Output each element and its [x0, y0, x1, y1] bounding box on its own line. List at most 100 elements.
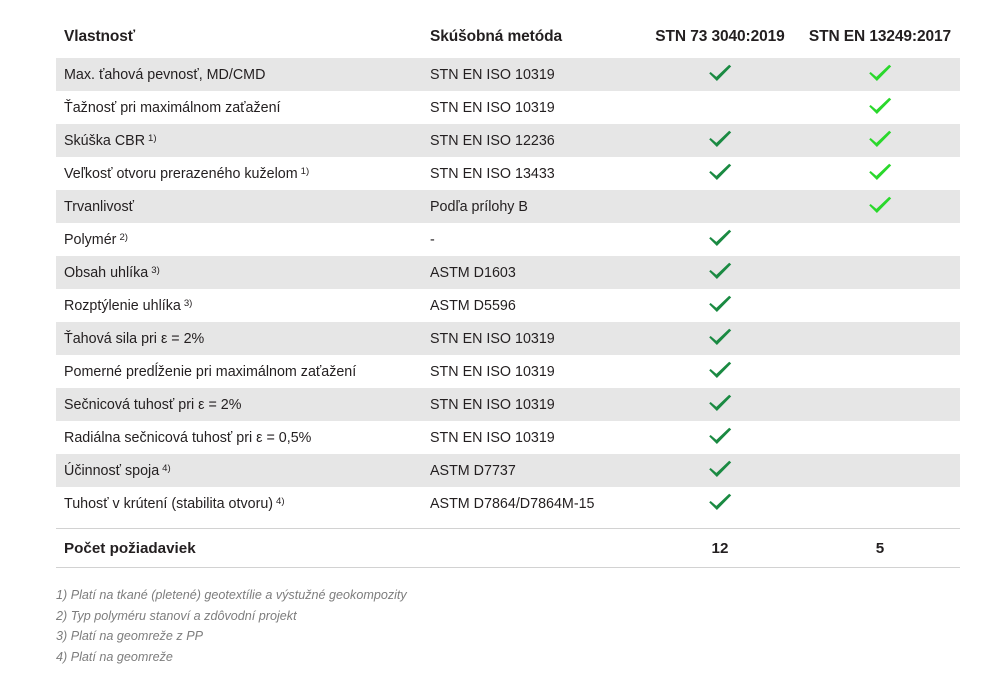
check-icon	[867, 162, 893, 182]
check-icon	[707, 129, 733, 149]
cell-test-method: STN EN ISO 10319	[430, 99, 555, 116]
cell-stn-73-3040	[640, 322, 800, 355]
table-header: Vlastnosť Skúšobná metóda STN 73 3040:20…	[56, 28, 960, 58]
cell-stn-73-3040	[640, 256, 800, 289]
cell-stn-en-13249	[800, 487, 960, 520]
table-row: Skúška CBR 1) STN EN ISO 12236	[56, 124, 960, 157]
cell-stn-en-13249	[800, 421, 960, 454]
cell-stn-73-3040	[640, 388, 800, 421]
cell-test-method: -	[430, 231, 435, 248]
footnotes-block: 1) Platí na tkané (pletené) geotextílie …	[56, 585, 756, 667]
cell-test-method: ASTM D7737	[426, 454, 640, 487]
summary-top-rule	[56, 528, 960, 529]
cell-stn-en-13249	[800, 157, 960, 190]
table-row: Obsah uhlíka 3) ASTM D1603	[56, 256, 960, 289]
cell-stn-73-3040	[640, 124, 800, 157]
cell-test-method: STN EN ISO 13433	[430, 165, 555, 182]
cell-test-method: STN EN ISO 10319	[426, 322, 640, 355]
cell-stn-en-13249	[800, 322, 960, 355]
cell-test-method: ASTM D7864/D7864M-15	[430, 495, 595, 512]
cell-stn-en-13249	[800, 124, 960, 157]
cell-test-method: ASTM D5596	[430, 297, 516, 314]
footnote-line: 3) Platí na geomreže z PP	[56, 629, 203, 643]
requirements-table: Vlastnosť Skúšobná metóda STN 73 3040:20…	[56, 28, 960, 520]
cell-property: Max. ťahová pevnosť, MD/CMD	[56, 58, 426, 91]
cell-property: Veľkosť otvoru prerazeného kuželom 1)	[64, 165, 310, 182]
cell-property: Tuhosť v krútení (stabilita otvoru) 4)	[64, 495, 285, 512]
cell-stn-73-3040	[640, 487, 800, 520]
cell-test-method: STN EN ISO 10319	[430, 363, 555, 380]
footnote-marker: 1)	[148, 132, 157, 144]
cell-property: Radiálna sečnicová tuhosť pri ε = 0,5%	[64, 429, 312, 446]
footnote-marker: 4)	[276, 495, 285, 507]
check-icon	[867, 63, 893, 83]
cell-stn-73-3040	[640, 58, 800, 91]
cell-property: Polymér 2)	[64, 231, 128, 248]
footnote-marker: 1)	[300, 165, 310, 177]
check-icon	[867, 96, 893, 116]
cell-stn-en-13249	[800, 454, 960, 487]
summary-bottom-rule	[56, 567, 960, 568]
column-header-stn-73-3040: STN 73 3040:2019	[655, 28, 785, 45]
cell-property: Ťahová sila pri ε = 2%	[56, 322, 426, 355]
footnote-marker: 4)	[162, 462, 171, 474]
table-row: Veľkosť otvoru prerazeného kuželom 1) STN …	[56, 157, 960, 190]
check-icon	[707, 228, 733, 248]
cell-stn-73-3040	[640, 289, 800, 322]
table-row: Účinnosť spoja 4) ASTM D7737	[56, 454, 960, 487]
footnote-line: 1) Platí na tkané (pletené) geotextílie …	[56, 588, 407, 602]
cell-stn-en-13249	[800, 355, 960, 388]
cell-stn-73-3040	[640, 454, 800, 487]
cell-stn-73-3040	[640, 223, 800, 256]
footnote-marker: 3)	[183, 297, 193, 309]
cell-stn-en-13249	[800, 58, 960, 91]
cell-property: Obsah uhlíka 3)	[56, 256, 426, 289]
check-icon	[707, 261, 733, 281]
cell-property: Ťažnosť pri maximálnom zaťažení	[64, 99, 281, 116]
cell-stn-73-3040	[640, 157, 800, 190]
footnote-line: 4) Platí na geomreže	[56, 649, 173, 664]
table-row: Pomerné predĺženie pri maximálnom zaťaže…	[56, 355, 960, 388]
cell-stn-en-13249	[800, 91, 960, 124]
cell-test-method: STN EN ISO 10319	[430, 429, 555, 446]
table-row: Tuhosť v krútení (stabilita otvoru) 4) AST…	[56, 487, 960, 520]
table-row: Sečnicová tuhosť pri ε = 2% STN EN ISO 10…	[56, 388, 960, 421]
summary-label: Počet požiadaviek	[64, 539, 196, 557]
check-icon	[707, 63, 733, 83]
table-row: Trvanlivosť Podľa prílohy B	[56, 190, 960, 223]
summary-section: Počet požiadaviek 12 5	[56, 528, 960, 568]
cell-stn-en-13249	[800, 223, 960, 256]
check-icon	[867, 195, 893, 215]
check-icon	[707, 360, 733, 380]
table-row: Polymér 2) -	[56, 223, 960, 256]
cell-stn-73-3040	[640, 421, 800, 454]
check-icon	[707, 426, 733, 446]
table-body: Max. ťahová pevnosť, MD/CMD STN EN ISO 10…	[56, 58, 960, 520]
column-header-method: Skúšobná metóda	[430, 28, 562, 45]
summary-count-stn-73-3040: 12	[711, 539, 729, 557]
cell-test-method: STN EN ISO 10319	[426, 58, 640, 91]
cell-stn-en-13249	[800, 190, 960, 223]
cell-property: Rozptýlenie uhlíka 3)	[64, 297, 193, 314]
cell-stn-en-13249	[800, 388, 960, 421]
check-icon	[707, 492, 733, 512]
table-row: Ťažnosť pri maximálnom zaťažení STN EN IS…	[56, 91, 960, 124]
cell-stn-73-3040	[640, 355, 800, 388]
table-row: Ťahová sila pri ε = 2% STN EN ISO 10319	[56, 322, 960, 355]
summary-spacer	[426, 529, 640, 567]
check-icon	[707, 162, 733, 182]
cell-stn-73-3040	[640, 91, 800, 124]
summary-table: Počet požiadaviek 12 5	[56, 529, 960, 567]
table-row: Radiálna sečnicová tuhosť pri ε = 0,5% ST…	[56, 421, 960, 454]
check-icon	[867, 129, 893, 149]
table-row: Rozptýlenie uhlíka 3) ASTM D5596	[56, 289, 960, 322]
check-icon	[707, 459, 733, 479]
cell-property: Účinnosť spoja 4)	[56, 454, 426, 487]
cell-test-method: STN EN ISO 12236	[426, 124, 640, 157]
cell-property: Pomerné predĺženie pri maximálnom zaťaže…	[64, 363, 357, 380]
cell-property: Skúška CBR 1)	[56, 124, 426, 157]
table-row: Max. ťahová pevnosť, MD/CMD STN EN ISO 10…	[56, 58, 960, 91]
cell-stn-73-3040	[640, 190, 800, 223]
summary-count-stn-en-13249: 5	[875, 539, 885, 557]
